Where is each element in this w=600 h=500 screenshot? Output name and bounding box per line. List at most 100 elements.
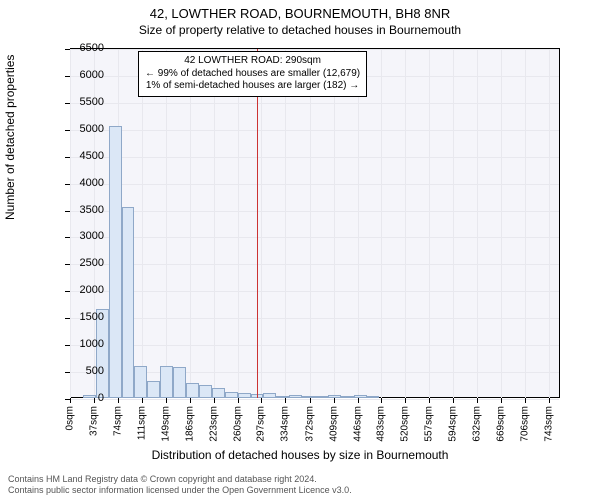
gridline-v [285, 49, 286, 398]
property-marker-line [257, 49, 258, 398]
gridline-v [501, 49, 502, 398]
chart-container: 42, LOWTHER ROAD, BOURNEMOUTH, BH8 8NR S… [0, 0, 600, 500]
y-axis-label: Number of detached properties [3, 55, 17, 220]
xtick-mark [477, 398, 478, 403]
footer-line: Contains HM Land Registry data © Crown c… [8, 474, 352, 485]
xtick-label: 334sqm [280, 406, 291, 442]
annotation-line: 1% of semi-detached houses are larger (1… [145, 80, 360, 93]
xtick-label: 632sqm [472, 406, 483, 442]
chart-title: 42, LOWTHER ROAD, BOURNEMOUTH, BH8 8NR [0, 0, 600, 21]
histogram-bar [134, 366, 147, 398]
histogram-bar [302, 396, 315, 398]
xtick-label: 297sqm [256, 406, 267, 442]
annotation-box: 42 LOWTHER ROAD: 290sqm← 99% of detached… [138, 51, 367, 97]
xtick-label: 557sqm [424, 406, 435, 442]
gridline-v [358, 49, 359, 398]
gridline-v [477, 49, 478, 398]
histogram-bar [147, 381, 160, 398]
ytick-label: 3500 [80, 204, 104, 216]
xtick-mark [429, 398, 430, 403]
xtick-label: 111sqm [136, 406, 147, 440]
ytick-label: 2500 [80, 257, 104, 269]
xtick-mark [94, 398, 95, 403]
xtick-mark [190, 398, 191, 403]
attribution-footer: Contains HM Land Registry data © Crown c… [8, 474, 352, 496]
xtick-label: 520sqm [400, 406, 411, 442]
ytick-label: 1500 [80, 311, 104, 323]
histogram-bar [83, 395, 96, 398]
annotation-line: ← 99% of detached houses are smaller (12… [145, 68, 360, 81]
gridline-h [70, 103, 559, 104]
xtick-label: 669sqm [496, 406, 507, 442]
ytick-label: 5500 [80, 96, 104, 108]
gridline-v [405, 49, 406, 398]
gridline-v [549, 49, 550, 398]
histogram-bar [263, 393, 276, 398]
histogram-bar [341, 396, 354, 398]
xtick-label: 446sqm [352, 406, 363, 442]
xtick-mark [501, 398, 502, 403]
xtick-label: 743sqm [544, 406, 555, 442]
histogram-bar [122, 207, 135, 398]
xtick-label: 260sqm [232, 406, 243, 442]
xtick-mark [166, 398, 167, 403]
xtick-label: 0sqm [65, 406, 76, 430]
xtick-mark [405, 398, 406, 403]
xtick-mark [70, 398, 71, 403]
gridline-h [70, 264, 559, 265]
ytick-label: 500 [86, 365, 104, 377]
gridline-h [70, 184, 559, 185]
ytick-label: 5000 [80, 123, 104, 135]
ytick-label: 6000 [80, 69, 104, 81]
x-axis-label: Distribution of detached houses by size … [0, 448, 600, 462]
annotation-line: 42 LOWTHER ROAD: 290sqm [145, 55, 360, 68]
gridline-v [525, 49, 526, 398]
gridline-h [70, 318, 559, 319]
xtick-label: 706sqm [520, 406, 531, 442]
histogram-bar [354, 395, 367, 398]
xtick-mark [261, 398, 262, 403]
xtick-mark [142, 398, 143, 403]
xtick-label: 223sqm [208, 406, 219, 442]
gridline-v [310, 49, 311, 398]
xtick-mark [285, 398, 286, 403]
gridline-v [453, 49, 454, 398]
xtick-label: 37sqm [88, 406, 99, 436]
xtick-mark [238, 398, 239, 403]
histogram-bar [173, 367, 186, 398]
xtick-label: 74sqm [112, 406, 123, 436]
xtick-mark [310, 398, 311, 403]
xtick-mark [214, 398, 215, 403]
gridline-h [70, 237, 559, 238]
histogram-bar [276, 396, 289, 398]
gridline-h [70, 291, 559, 292]
xtick-label: 483sqm [376, 406, 387, 442]
gridline-v [429, 49, 430, 398]
histogram-bar [315, 396, 328, 398]
gridline-v [142, 49, 143, 398]
gridline-h [70, 345, 559, 346]
gridline-h [70, 211, 559, 212]
xtick-label: 594sqm [447, 406, 458, 442]
xtick-mark [525, 398, 526, 403]
gridline-v [214, 49, 215, 398]
xtick-mark [381, 398, 382, 403]
histogram-bar [160, 366, 173, 398]
xtick-mark [118, 398, 119, 403]
xtick-label: 409sqm [328, 406, 339, 442]
ytick-label: 4000 [80, 177, 104, 189]
histogram-bar [109, 126, 122, 398]
gridline-v [166, 49, 167, 398]
xtick-label: 186sqm [184, 406, 195, 442]
ytick-label: 6500 [80, 42, 104, 54]
ytick-label: 3000 [80, 230, 104, 242]
gridline-v [70, 49, 71, 398]
histogram-bar [225, 392, 238, 398]
ytick-label: 1000 [80, 338, 104, 350]
xtick-mark [334, 398, 335, 403]
ytick-label: 0 [98, 392, 104, 404]
gridline-h [70, 130, 559, 131]
xtick-label: 372sqm [304, 406, 315, 442]
xtick-mark [549, 398, 550, 403]
gridline-h [70, 49, 559, 50]
